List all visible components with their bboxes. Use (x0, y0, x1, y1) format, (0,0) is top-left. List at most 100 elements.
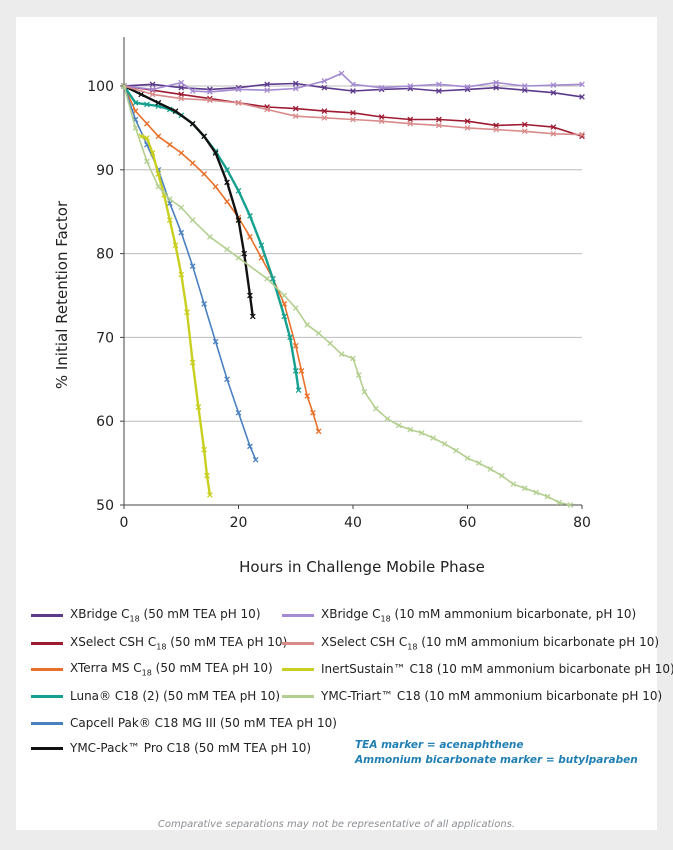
data-point (407, 426, 414, 433)
data-point (338, 351, 345, 358)
data-point (258, 242, 265, 249)
data-point (166, 141, 173, 148)
data-point (201, 446, 208, 453)
data-point (295, 387, 302, 394)
data-point (292, 368, 299, 374)
data-point (149, 86, 156, 93)
data-point (521, 485, 528, 492)
data-point (144, 101, 150, 108)
data-point (207, 89, 213, 95)
series-line (123, 84, 254, 317)
data-point (533, 489, 540, 496)
data-point (201, 133, 208, 140)
data-point (155, 133, 162, 140)
data-point (338, 70, 345, 77)
series-line (123, 85, 583, 136)
data-point (155, 99, 162, 106)
x-tick-label: 40 (344, 515, 362, 531)
series-2 (121, 83, 322, 435)
data-point (292, 85, 299, 92)
data-point (189, 160, 196, 166)
data-point (178, 79, 185, 86)
data-point (521, 121, 528, 128)
tick-labels: 50 60 70 80 90 100 0 20 40 60 80 (87, 79, 591, 531)
x-tick-label: 80 (573, 515, 591, 531)
data-point (384, 415, 391, 422)
data-point (241, 250, 248, 257)
data-point (476, 460, 482, 466)
data-point (201, 171, 208, 177)
data-point (166, 200, 173, 207)
data-point (327, 340, 333, 347)
data-point (212, 150, 219, 156)
data-point (144, 158, 150, 165)
data-point (155, 171, 162, 177)
data-point (144, 135, 150, 141)
data-point (281, 313, 288, 320)
data-point (453, 447, 459, 454)
series-line (123, 85, 583, 138)
series-8 (138, 133, 213, 498)
data-point (350, 81, 356, 88)
data-point (304, 393, 311, 399)
data-point (498, 472, 505, 479)
data-point (487, 466, 494, 472)
data-point (350, 109, 356, 116)
data-point (252, 456, 259, 463)
data-point (224, 179, 230, 186)
series-line (123, 85, 300, 391)
data-point (166, 196, 173, 202)
data-point (521, 83, 528, 89)
data-point (436, 88, 442, 94)
data-point (321, 78, 328, 84)
data-point (493, 84, 499, 91)
data-point (269, 275, 276, 282)
data-point (132, 125, 139, 131)
data-point (373, 405, 379, 412)
data-point (247, 213, 253, 219)
data-point (224, 376, 230, 383)
data-point (189, 359, 196, 366)
data-point (264, 106, 270, 113)
data-point (350, 116, 356, 123)
series-line (123, 85, 320, 432)
data-point (407, 116, 414, 123)
data-point (321, 108, 328, 114)
data-point (464, 83, 471, 90)
series-lines (121, 70, 585, 508)
series-9 (121, 83, 574, 508)
data-point (235, 99, 242, 106)
ammonium-marker-note: Ammonium bicarbonate marker = butylparab… (355, 754, 638, 766)
data-point (510, 481, 517, 487)
data-point (436, 116, 442, 123)
data-point (195, 404, 202, 410)
data-point (550, 89, 557, 96)
y-tick-label: 50 (96, 498, 114, 514)
data-point (189, 120, 196, 127)
data-point (166, 217, 173, 223)
data-point (247, 292, 253, 299)
data-point (464, 455, 471, 461)
data-point (544, 493, 551, 500)
data-point (155, 183, 162, 190)
data-point (350, 355, 356, 362)
data-point (310, 409, 316, 416)
data-point (178, 271, 185, 278)
x-tick-label: 60 (459, 515, 477, 531)
data-point (149, 81, 156, 88)
series-4 (121, 83, 259, 463)
chart: 50 60 70 80 90 100 0 20 40 60 80 Hours in Challeng… (53, 37, 591, 576)
data-point (281, 292, 288, 299)
data-point (281, 301, 288, 307)
data-point (264, 275, 270, 282)
data-point (264, 81, 270, 88)
data-point (579, 81, 585, 88)
data-point (556, 499, 562, 506)
data-point (178, 84, 185, 91)
data-point (212, 183, 219, 190)
data-point (178, 204, 185, 211)
data-point (207, 233, 213, 240)
data-point (247, 233, 253, 240)
data-point (247, 443, 253, 450)
data-point (287, 334, 293, 341)
